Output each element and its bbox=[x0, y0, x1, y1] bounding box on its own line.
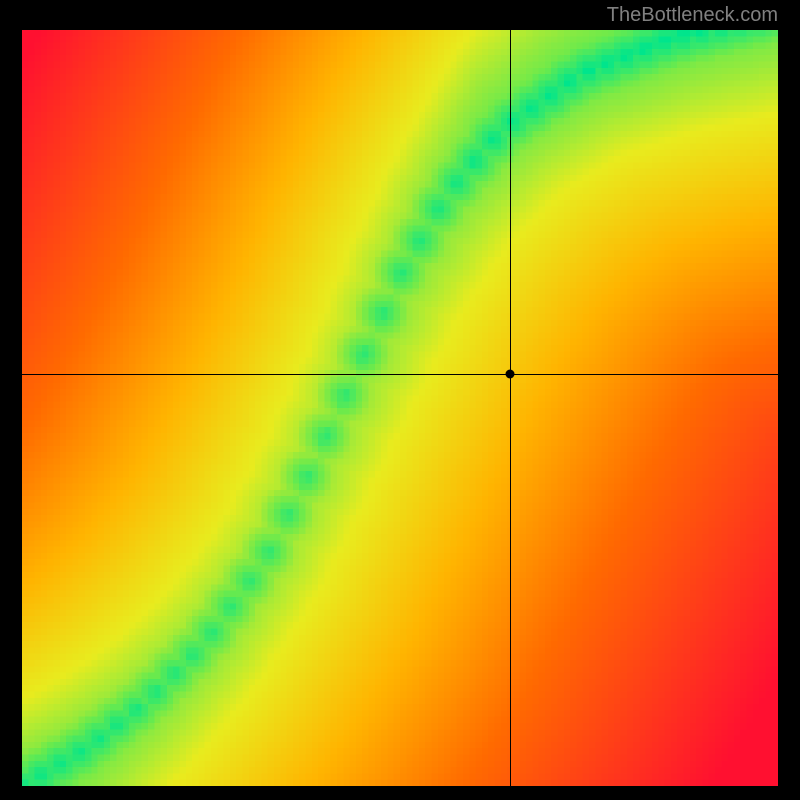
watermark-text: TheBottleneck.com bbox=[607, 4, 778, 27]
heatmap-plot bbox=[22, 30, 778, 786]
crosshair-horizontal bbox=[22, 374, 778, 375]
crosshair-marker-dot bbox=[505, 369, 514, 378]
heatmap-canvas bbox=[22, 30, 778, 786]
crosshair-vertical bbox=[510, 30, 511, 786]
